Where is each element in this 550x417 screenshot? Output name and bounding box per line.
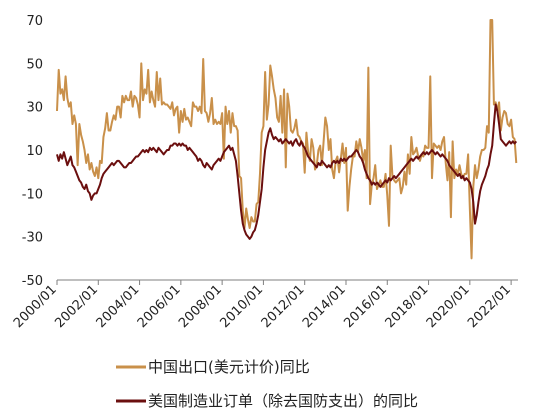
legend-item-2: 美国制造业订单（除去国防支出）的同比	[116, 392, 418, 410]
x-tick-label: 2010/01	[217, 282, 266, 331]
x-tick-label: 2012/01	[259, 282, 308, 331]
legend-item-1: 中国出口(美元计价)同比	[116, 358, 310, 376]
y-tick-label: 70	[26, 14, 43, 29]
x-tick-label: 2000/01	[11, 282, 60, 331]
y-tick-label: 30	[26, 101, 43, 116]
x-tick-label: 2014/01	[300, 282, 349, 331]
x-tick-label: 2016/01	[341, 282, 390, 331]
legend-label-2: 美国制造业订单（除去国防支出）的同比	[148, 392, 418, 410]
x-tick-label: 2004/01	[94, 282, 143, 331]
x-tick-label: 2022/01	[465, 282, 514, 331]
x-tick-label: 2006/01	[135, 282, 184, 331]
x-tick-label: 2002/01	[52, 282, 101, 331]
x-tick-label: 2018/01	[383, 282, 432, 331]
y-tick-label: -50	[22, 274, 43, 289]
series-lines	[56, 19, 518, 260]
legend: 中国出口(美元计价)同比 美国制造业订单（除去国防支出）的同比	[116, 358, 418, 410]
series-line-2	[56, 103, 518, 240]
legend-label-1: 中国出口(美元计价)同比	[148, 358, 310, 376]
y-tick-label: 50	[26, 57, 43, 72]
series-line-1	[56, 19, 518, 260]
y-tick-label: -30	[22, 231, 43, 246]
x-tick-label: 2008/01	[176, 282, 225, 331]
x-tick-label: 2020/01	[424, 282, 473, 331]
y-tick-label: -10	[22, 187, 43, 202]
y-tick-label: 10	[26, 144, 43, 159]
x-axis-ticks: 2000/012002/012004/012006/012008/012010/…	[11, 280, 514, 331]
y-axis-ticks: 70 50 30 10 -10 -30 -50	[22, 14, 43, 289]
